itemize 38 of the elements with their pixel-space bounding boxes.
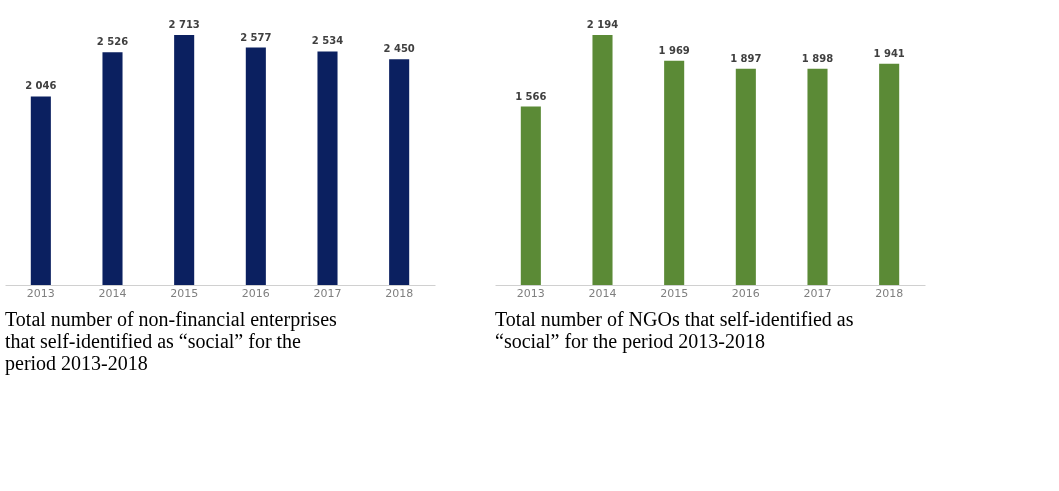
data-label: 1 941	[873, 47, 905, 59]
data-label: 2 526	[96, 36, 129, 48]
data-label: 1 566	[515, 90, 547, 102]
x-tick-label: 2014	[588, 286, 617, 300]
x-tick-label: 2016	[241, 286, 270, 300]
bar	[317, 51, 338, 285]
text: Total number of non-financial enterprises that self-identified as “social” for the period 2013-2018	[5, 308, 338, 375]
x-tick-label: 2015	[660, 286, 689, 300]
x-tick-label: 2013	[26, 286, 55, 300]
bar	[174, 35, 195, 285]
bar	[245, 47, 266, 285]
x-tick-label: 2018	[875, 286, 904, 300]
x-tick-label: 2017	[313, 286, 342, 300]
text: Total number of NGOs that self-identified as “social” for the period 2013-2018	[495, 308, 854, 353]
bar	[879, 63, 900, 285]
data-label: 1 897	[730, 52, 762, 64]
bar	[102, 52, 123, 285]
data-label: 2 046	[25, 80, 57, 92]
bar	[520, 106, 541, 285]
x-tick-label: 2018	[385, 286, 414, 300]
x-tick-label: 2015	[170, 286, 199, 300]
bar	[30, 96, 51, 285]
bar	[664, 60, 685, 285]
data-label: 2 577	[240, 31, 272, 43]
bar	[807, 68, 828, 285]
data-label: 2 713	[168, 19, 200, 30]
x-tick-label: 2014	[98, 286, 127, 300]
data-label: 2 194	[586, 19, 619, 30]
x-tick-label: 2017	[803, 286, 832, 300]
data-label: 1 969	[658, 44, 690, 56]
bar	[735, 68, 756, 285]
x-tick-label: 2013	[516, 286, 545, 300]
x-tick-label: 2016	[731, 286, 760, 300]
data-label: 2 450	[383, 43, 415, 55]
bar	[389, 59, 410, 285]
data-label: 1 898	[801, 52, 834, 64]
data-label: 2 534	[311, 35, 344, 47]
bar	[592, 35, 613, 285]
